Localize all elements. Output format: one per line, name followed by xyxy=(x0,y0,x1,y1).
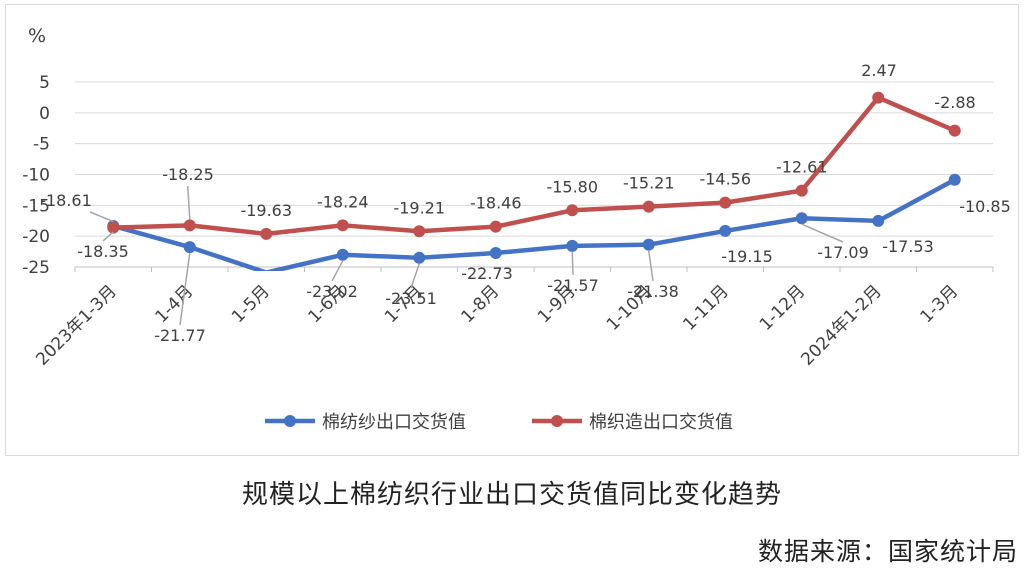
data-point-series-2 xyxy=(413,225,426,238)
data-label-series-1: -17.53 xyxy=(882,237,934,256)
data-point-series-2 xyxy=(336,219,349,232)
y-tick-label: -5 xyxy=(33,135,50,155)
data-label-leader xyxy=(331,260,344,282)
legend-label-2: 棉织造出口交货值 xyxy=(589,412,733,433)
data-point-series-2 xyxy=(107,221,120,234)
data-label-leader xyxy=(648,250,654,282)
data-label-series-1: -21.38 xyxy=(627,282,679,301)
data-point-series-2 xyxy=(795,184,808,197)
data-label-series-2: -18.61 xyxy=(40,191,92,210)
data-label-series-1: -10.85 xyxy=(959,197,1011,216)
x-tick-label: 1-12月 xyxy=(756,281,809,334)
data-label-series-1: -23.02 xyxy=(306,282,358,301)
data-label-series-1: -21.77 xyxy=(154,326,206,345)
y-tick-label: -25 xyxy=(22,258,50,278)
data-label-series-2: -15.80 xyxy=(546,177,598,196)
data-point-series-1 xyxy=(566,239,579,252)
legend-marker-2 xyxy=(551,415,563,427)
data-point-series-2 xyxy=(872,91,885,104)
data-label-series-1: -17.09 xyxy=(817,243,869,262)
x-tick-label: 2024年1-2月 xyxy=(797,281,885,369)
data-label-series-2: -19.63 xyxy=(240,201,292,220)
legend-marker-1 xyxy=(284,415,296,427)
data-label-series-1: -18.35 xyxy=(77,242,129,261)
y-tick-label: 5 xyxy=(39,73,50,93)
x-tick-label: 2023年1-3月 xyxy=(32,281,120,369)
x-tick-label: 1-11月 xyxy=(679,281,732,334)
y-tick-label: -10 xyxy=(22,166,50,186)
data-point-series-1 xyxy=(872,214,885,227)
series-line-2 xyxy=(113,95,956,237)
data-point-series-2 xyxy=(719,196,732,209)
data-label-leader xyxy=(89,211,114,223)
data-label-series-2: -18.25 xyxy=(162,165,214,184)
data-point-series-2 xyxy=(183,219,196,232)
data-point-series-2 xyxy=(948,124,961,137)
data-label-series-1: -21.57 xyxy=(547,276,599,295)
line-chart: 50-5-10-15-20-25%2023年1-3月 1-4月 1-5月 1-6月 1-… xyxy=(22,25,1011,433)
x-tick-label: 1-8月 xyxy=(457,281,503,327)
data-label-series-2: 2.47 xyxy=(861,61,897,80)
x-tick-label: 1-4月 xyxy=(151,281,197,327)
data-label-series-2: -19.21 xyxy=(393,198,445,217)
unit-label: % xyxy=(28,25,46,47)
data-point-series-2 xyxy=(489,220,502,233)
data-label-series-1: -22.73 xyxy=(461,264,513,283)
data-point-series-1 xyxy=(719,224,732,237)
data-label-series-2: -15.21 xyxy=(623,174,675,193)
data-point-series-2 xyxy=(566,204,579,217)
data-label-leader xyxy=(187,185,191,220)
data-label-leader xyxy=(571,251,574,276)
data-point-series-1 xyxy=(413,251,426,264)
legend-label-1: 棉纺纱出口交货值 xyxy=(322,412,466,433)
data-label-series-1: -19.15 xyxy=(721,247,773,266)
data-point-series-1 xyxy=(489,247,502,260)
data-point-series-1 xyxy=(183,241,196,254)
data-point-series-2 xyxy=(260,227,273,240)
series-line-1 xyxy=(112,177,956,271)
data-point-series-2 xyxy=(642,200,655,213)
x-tick-label: 1-5月 xyxy=(228,281,274,327)
x-tick-label: 1-3月 xyxy=(916,281,962,327)
data-label-series-2: -14.56 xyxy=(699,170,751,189)
data-label-leader xyxy=(179,252,191,326)
data-point-series-1 xyxy=(795,212,808,225)
chart-caption: 规模以上棉纺织行业出口交货值同比变化趋势 xyxy=(241,480,782,510)
data-source: 数据来源：国家统计局 xyxy=(757,537,1018,566)
data-point-series-1 xyxy=(642,238,655,251)
data-label-series-2: -18.24 xyxy=(317,192,369,211)
data-label-leader xyxy=(102,231,114,242)
data-label-series-2: -18.46 xyxy=(470,194,522,213)
data-label-series-2: -2.88 xyxy=(934,93,975,112)
y-tick-label: -20 xyxy=(22,227,50,247)
data-label-series-1: -23.51 xyxy=(385,289,437,308)
data-label-series-2: -12.61 xyxy=(776,158,828,177)
data-label-leader xyxy=(801,223,844,243)
y-tick-label: 0 xyxy=(39,104,50,124)
data-point-series-1 xyxy=(948,173,961,186)
y-tick-label: -15 xyxy=(22,196,50,216)
data-label-leader xyxy=(410,263,420,289)
data-point-series-1 xyxy=(336,248,349,261)
chart-frame xyxy=(5,4,1019,456)
